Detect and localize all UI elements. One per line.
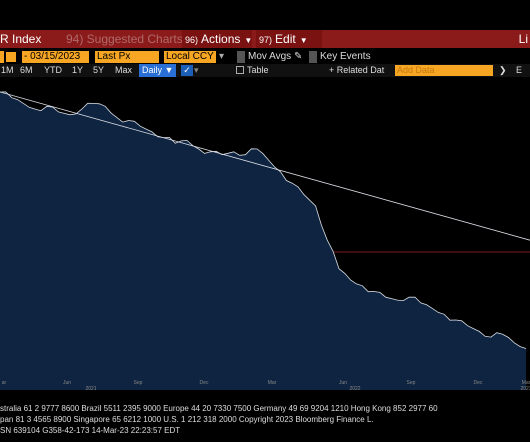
x-tick-label: Jun	[63, 380, 71, 386]
price-area	[0, 91, 526, 390]
edit-key: 97)	[259, 35, 273, 45]
period-max[interactable]: Max	[115, 65, 133, 75]
mov-avgs-checkbox[interactable]	[237, 51, 245, 63]
key-events-label[interactable]: Key Events	[320, 51, 371, 62]
arrow-right-icon[interactable]: ❯	[499, 65, 507, 75]
more-options-label[interactable]: E	[516, 65, 523, 75]
chevron-down-icon[interactable]: ▾	[194, 65, 199, 75]
x-year-label: 2022	[349, 386, 360, 390]
security-title: R Index	[0, 32, 42, 46]
start-date-field[interactable]	[0, 51, 4, 63]
key-events-checkbox[interactable]	[309, 51, 317, 63]
period-bar: 1M 6M YTD 1Y 5Y Max Daily ▼ ✓ ▾ Table + …	[0, 64, 530, 77]
price-field-select[interactable]: Last Px	[95, 51, 159, 63]
x-tick-label: Jun	[339, 380, 347, 386]
frequency-select[interactable]: Daily ▼	[139, 64, 176, 77]
add-data-input[interactable]: Add Data	[395, 65, 493, 76]
x-tick-label: Sep	[407, 380, 416, 386]
top-toolbar: R Index 94) Suggested Charts 96) Actions ▼…	[0, 30, 530, 48]
footer-session: SN 639104 G358-42-173 14-Mar-23 22:23:57…	[0, 426, 181, 435]
x-tick-label: Mar	[268, 380, 277, 386]
caret-down-icon: ▼	[244, 36, 253, 45]
suggested-charts-button[interactable]: 94) Suggested Charts	[66, 32, 183, 46]
mov-avgs-label[interactable]: Mov Avgs ✎	[248, 51, 302, 63]
footer-contacts-2: pan 81 3 4565 8900 Singapore 65 6212 100…	[0, 415, 374, 424]
calendar-icon[interactable]	[6, 52, 16, 62]
table-icon[interactable]	[236, 66, 244, 74]
table-toggle[interactable]: Table	[247, 65, 269, 75]
price-line	[0, 91, 527, 349]
edit-menu[interactable]: 97) Edit ▼	[256, 30, 322, 48]
footer-contacts-1: stralia 61 2 9777 8600 Brazil 5511 2395 …	[0, 404, 438, 413]
period-1y[interactable]: 1Y	[72, 65, 84, 75]
x-tick-label: Mar	[522, 380, 530, 386]
period-1m[interactable]: 1M	[1, 65, 14, 75]
x-tick-label: Dec	[200, 380, 209, 386]
toolbar-right-label: Li	[518, 32, 528, 46]
line-chart-icon[interactable]: ✓	[181, 65, 193, 76]
period-ytd[interactable]: YTD	[44, 65, 62, 75]
related-data-button[interactable]: + Related Dat	[329, 65, 385, 75]
x-year-label: 2023	[520, 386, 530, 390]
actions-label: Actions	[201, 32, 241, 46]
end-date-field[interactable]: - 03/15/2023	[22, 51, 89, 63]
price-chart-svg: ar Jun Sep Dec Mar Jun Sep Dec Mar 2021 2022 2023	[0, 91, 530, 390]
chart-controls: - 03/15/2023 Last Px Local CCY ▾ Mov Avg…	[0, 50, 530, 64]
x-tick-label: ar	[2, 380, 7, 386]
currency-select[interactable]: Local CCY	[164, 51, 216, 63]
price-chart[interactable]: ar Jun Sep Dec Mar Jun Sep Dec Mar 2021 2022 2023	[0, 77, 530, 390]
edit-label: Edit	[275, 32, 296, 46]
caret-down-icon: ▼	[299, 36, 308, 45]
frequency-label: Daily	[142, 65, 163, 75]
period-5y[interactable]: 5Y	[93, 65, 105, 75]
chevron-down-icon[interactable]: ▾	[219, 51, 225, 62]
x-tick-label: Sep	[134, 380, 143, 386]
x-year-label: 2021	[85, 386, 96, 390]
x-tick-label: Dec	[474, 380, 483, 386]
mov-avgs-text: Mov Avgs	[248, 51, 292, 62]
x-axis-ticks: ar Jun Sep Dec Mar Jun Sep Dec Mar 2021 2022 2023	[2, 380, 530, 390]
pencil-icon[interactable]: ✎	[293, 51, 303, 62]
period-6m[interactable]: 6M	[20, 65, 33, 75]
trend-line	[0, 91, 530, 241]
actions-key: 96)	[185, 35, 199, 45]
actions-menu[interactable]: 96) Actions ▼	[182, 30, 252, 48]
